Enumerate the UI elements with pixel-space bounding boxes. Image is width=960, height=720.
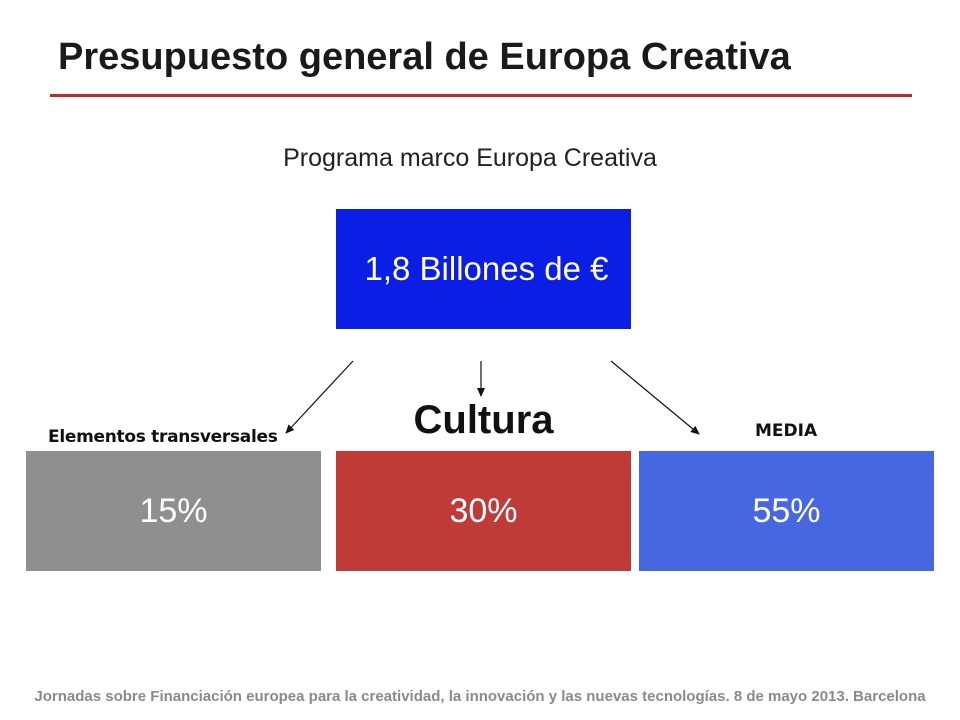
cultura-share-box: 30%	[336, 451, 631, 571]
slide-title: Presupuesto general de Europa Creativa	[58, 36, 791, 78]
program-label: Programa marco Europa Creativa	[283, 144, 657, 172]
branch-label-media: MEDIA	[755, 421, 818, 441]
total-budget-box: 1,8 Billones de €	[336, 209, 631, 329]
cultura-share-value: 30%	[449, 491, 518, 530]
transversales-share-box: 15%	[26, 451, 321, 571]
arrow-left	[285, 360, 354, 434]
footer-caption: Jornadas sobre Financiación europea para…	[34, 688, 926, 705]
branch-label-transversales: Elementos transversales	[48, 427, 278, 447]
media-share-box: 55%	[639, 451, 934, 571]
title-divider	[50, 94, 912, 97]
total-budget-text: 1,8 Billones de €	[364, 250, 609, 287]
media-share-value: 55%	[752, 491, 821, 530]
branch-label-cultura: Cultura	[413, 398, 554, 442]
arrow-right	[610, 360, 700, 435]
transversales-share-value: 15%	[139, 491, 208, 530]
